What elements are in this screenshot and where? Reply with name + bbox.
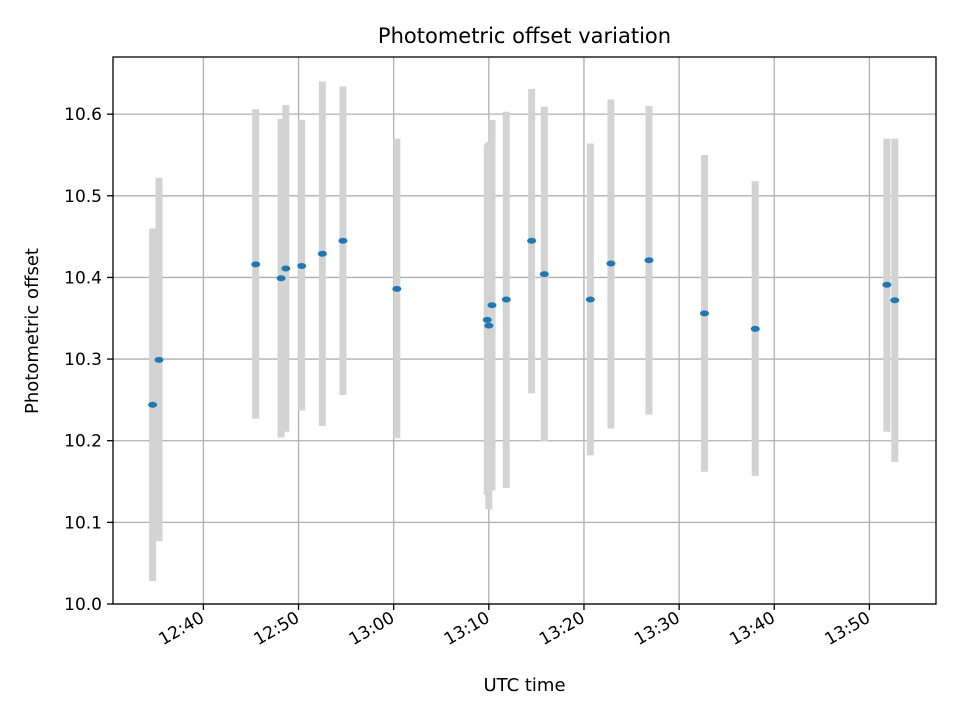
data-point (699, 310, 709, 317)
data-points (148, 237, 900, 408)
y-tick-label: 10.2 (64, 432, 102, 452)
data-point (297, 263, 307, 270)
chart-title: Photometric offset variation (378, 24, 671, 48)
data-point (482, 316, 492, 323)
y-tick-label: 10.0 (64, 595, 102, 615)
y-tick-label: 10.4 (64, 268, 102, 288)
data-point (154, 356, 164, 363)
data-point (606, 260, 616, 267)
data-point (276, 275, 286, 282)
data-point (487, 302, 497, 309)
data-point (750, 325, 760, 332)
plot-frame (112, 56, 937, 605)
y-tick-label: 10.3 (64, 350, 102, 370)
data-point (890, 297, 900, 304)
y-tick-label: 10.1 (64, 513, 102, 533)
data-point (251, 261, 261, 268)
data-point (148, 401, 158, 408)
data-point (484, 322, 494, 329)
data-point (539, 271, 549, 278)
y-tick-label: 10.5 (64, 187, 102, 207)
data-point (585, 296, 595, 303)
data-point (392, 285, 402, 292)
data-point (317, 250, 327, 257)
data-point (338, 237, 348, 244)
x-axis-label: UTC time (483, 675, 565, 696)
data-point (281, 265, 291, 272)
y-axis-label: Photometric offset (22, 248, 43, 414)
y-axis-ticks: 10.0 10.1 10.2 10.3 10.4 10.5 10.6 (64, 105, 113, 615)
data-point (527, 237, 537, 244)
data-point (644, 257, 654, 264)
y-tick-label: 10.6 (64, 105, 102, 125)
data-point (501, 296, 511, 303)
data-point (882, 281, 892, 288)
